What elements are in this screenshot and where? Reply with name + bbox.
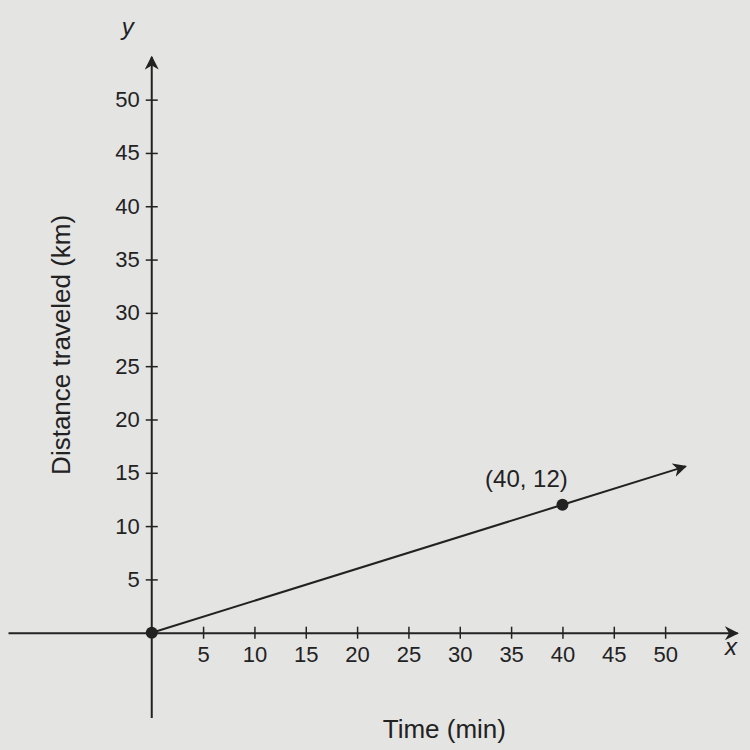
x-tick-mark [562,627,564,639]
y-tick-label: 35 [115,247,139,272]
x-tick: 40 [551,627,575,668]
y-tick-mark [146,473,158,475]
y-tick-label: 20 [115,407,139,432]
y-axis-line [151,57,153,718]
x-tick-label: 40 [551,642,575,667]
x-tick: 35 [499,627,523,668]
y-tick-mark [146,419,158,421]
data-point [556,499,568,511]
y-tick-mark [146,313,158,315]
annotation: (40, 12) [485,465,568,492]
x-tick-mark [460,627,462,639]
y-tick-label: 30 [115,300,139,325]
plot-area [146,466,686,638]
x-axis-title: Time (min) [383,714,506,744]
y-axis: 5 10 15 20 25 30 35 40 45 50 [115,57,157,718]
y-tick-mark [146,259,158,261]
y-tick-mark [146,579,158,581]
y-tick-mark [146,153,158,155]
y-tick: 20 [115,407,157,432]
y-tick-label: 5 [127,567,139,592]
x-tick-label: 10 [243,642,267,667]
x-tick: 15 [294,627,318,668]
y-tick-label: 40 [115,194,139,219]
x-tick-mark [254,627,256,639]
y-tick: 5 [127,567,157,592]
y-tick: 40 [115,194,157,219]
y-axis-title: Distance traveled (km) [46,215,76,475]
x-tick-mark [665,627,667,639]
x-tick: 20 [345,627,369,668]
y-tick-label: 50 [115,87,139,112]
data-point [146,627,158,639]
y-tick-label: 25 [115,354,139,379]
y-tick-mark [146,366,158,368]
data-line [152,466,686,632]
x-tick-mark [203,627,205,639]
y-tick: 10 [115,514,157,539]
x-tick-label: 30 [448,642,472,667]
y-axis-name: y [120,13,136,40]
x-tick: 25 [397,627,421,668]
x-axis: 5 10 15 20 25 30 35 40 45 50 [9,627,738,668]
x-tick-label: 20 [345,642,369,667]
x-tick-mark [357,627,359,639]
x-tick-mark [614,627,616,639]
x-tick: 50 [653,627,677,668]
x-tick-label: 5 [197,642,209,667]
y-tick-label: 45 [115,140,139,165]
y-tick: 35 [115,247,157,272]
y-tick-mark [146,99,158,101]
x-tick: 5 [197,627,209,668]
y-tick: 25 [115,354,157,379]
y-tick: 15 [115,460,157,485]
x-tick: 10 [243,627,267,668]
y-tick-mark [146,206,158,208]
y-tick-label: 15 [115,460,139,485]
y-tick: 50 [115,87,157,112]
x-tick: 30 [448,627,472,668]
x-axis-name: x [724,633,738,660]
x-tick-label: 45 [602,642,626,667]
x-axis-line [9,632,738,634]
x-tick-mark [408,627,410,639]
x-tick-label: 25 [397,642,421,667]
y-tick-label: 10 [115,514,139,539]
x-tick-label: 15 [294,642,318,667]
y-tick-mark [146,526,158,528]
y-tick: 30 [115,300,157,325]
x-tick-label: 35 [499,642,523,667]
x-tick-mark [511,627,513,639]
x-tick-label: 50 [653,642,677,667]
chart: 5 10 15 20 25 30 35 40 45 50 5 10 15 20 25 30 35 40 45 50 Ti… [0,0,750,750]
x-tick: 45 [602,627,626,668]
x-tick-mark [306,627,308,639]
y-tick: 45 [115,140,157,165]
